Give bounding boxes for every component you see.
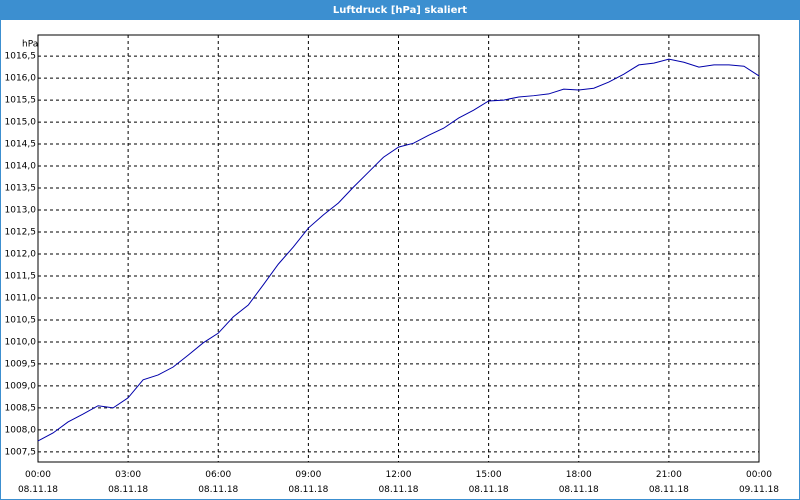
y-tick-label: 1010,0 — [5, 337, 37, 347]
y-tick-label: 1012,0 — [5, 249, 37, 259]
y-tick-label: 1011,0 — [5, 293, 37, 303]
y-tick-label: 1013,0 — [5, 206, 37, 216]
y-tick-label: 1008,5 — [5, 403, 37, 413]
y-tick-label: 1013,5 — [5, 184, 37, 194]
y-tick-label: 1008,0 — [5, 425, 37, 435]
x-tick-label: 03:00 08.11.18 — [108, 470, 148, 495]
y-tick-label: 1010,5 — [5, 315, 37, 325]
x-tick-label: 00:00 09.11.18 — [739, 470, 779, 495]
x-tick-label: 12:00 08.11.18 — [378, 470, 418, 495]
y-tick-label: 1014,0 — [5, 162, 37, 172]
y-tick-label: 1009,5 — [5, 359, 37, 369]
y-tick-label: 1009,0 — [5, 381, 37, 391]
y-tick-label: 1011,5 — [5, 271, 37, 281]
chart-title: Luftdruck [hPa] skaliert — [333, 5, 467, 16]
y-axis-label: hPa — [22, 40, 38, 50]
y-tick-label: 1016,0 — [5, 74, 37, 84]
x-tick-label: 00:00 08.11.18 — [18, 470, 58, 495]
y-tick-label: 1015,5 — [5, 96, 37, 106]
y-tick-label: 1007,5 — [5, 447, 37, 457]
x-tick-label: 18:00 08.11.18 — [559, 470, 599, 495]
y-tick-label: 1015,0 — [5, 118, 37, 128]
x-tick-label: 06:00 08.11.18 — [198, 470, 238, 495]
x-tick-label: 21:00 08.11.18 — [649, 470, 689, 495]
y-tick-label: 1016,5 — [5, 52, 37, 62]
x-tick-label: 15:00 08.11.18 — [469, 470, 509, 495]
x-tick-label: 09:00 08.11.18 — [288, 470, 328, 495]
data-line — [37, 58, 760, 442]
y-tick-label: 1014,5 — [5, 140, 37, 150]
title-bar — [0, 0, 800, 20]
y-tick-label: 1012,5 — [5, 228, 37, 238]
